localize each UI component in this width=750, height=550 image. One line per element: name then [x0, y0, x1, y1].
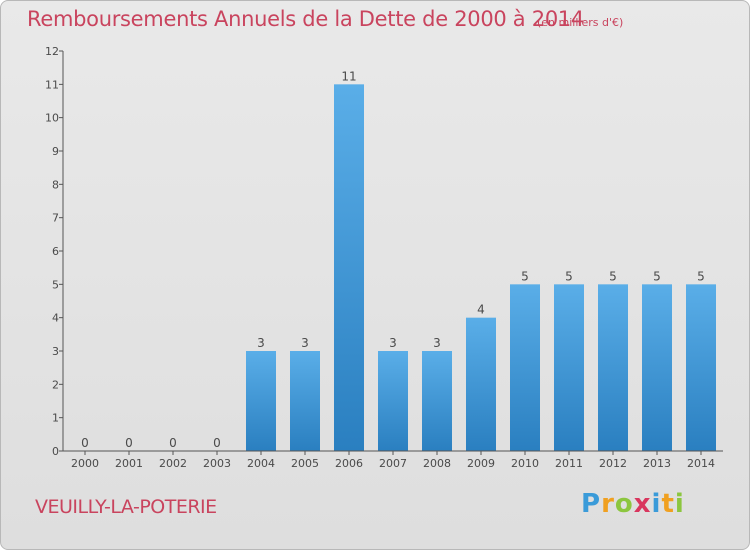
y-tick-label: 3 [52, 345, 59, 358]
y-tick-label: 1 [52, 412, 59, 425]
x-tick-label: 2010 [511, 457, 539, 470]
logo-letter: r [601, 489, 615, 519]
logo-letter: i [674, 489, 685, 519]
bar [686, 284, 716, 451]
bar [246, 351, 276, 451]
logo-letter: t [661, 489, 675, 519]
chart-title: Remboursements Annuels de la Dette de 20… [27, 7, 584, 31]
x-tick-label: 2003 [203, 457, 231, 470]
commune-name: VEUILLY-LA-POTERIE [35, 496, 217, 518]
chart-subtitle: (en milliers d'€) [537, 16, 624, 29]
bars-layer: 0 0 0 0 3 3 11 3 3 4 5 5 5 5 5 [81, 69, 716, 451]
y-tick-label: 5 [52, 278, 59, 291]
bar-value-label: 0 [125, 436, 133, 450]
y-tick-label: 12 [45, 45, 59, 58]
bar [290, 351, 320, 451]
y-tick-label: 4 [52, 312, 59, 325]
x-tick-label: 2004 [247, 457, 275, 470]
axes-layer: 2000 2001 2002 2003 2004 2005 2006 2007 2008 2009… [45, 45, 723, 470]
bar [334, 84, 364, 451]
x-tick-label: 2002 [159, 457, 187, 470]
bar-value-label: 11 [341, 69, 356, 83]
bar-value-label: 3 [257, 336, 265, 350]
bar [510, 284, 540, 451]
bar-value-label: 0 [169, 436, 177, 450]
bar [466, 317, 496, 451]
bar [378, 351, 408, 451]
x-tick-label: 2001 [115, 457, 143, 470]
bar-value-label: 0 [81, 436, 89, 450]
logo-letter: x [633, 489, 652, 519]
y-tick-label: 2 [52, 378, 59, 391]
x-tick-label: 2005 [291, 457, 319, 470]
x-tick-label: 2014 [687, 457, 715, 470]
bar [598, 284, 628, 451]
bar-value-label: 5 [697, 269, 705, 283]
bar-value-label: 5 [653, 269, 661, 283]
logo-letter: P [581, 489, 602, 519]
bar-value-label: 5 [609, 269, 617, 283]
y-tick-label: 10 [45, 112, 59, 125]
x-tick-label: 2007 [379, 457, 407, 470]
y-tick-label: 9 [52, 145, 59, 158]
bar-value-label: 4 [477, 303, 485, 317]
x-tick-label: 2000 [71, 457, 99, 470]
bar [642, 284, 672, 451]
x-tick-label: 2013 [643, 457, 671, 470]
bar-value-label: 5 [521, 269, 529, 283]
bar-value-label: 3 [389, 336, 397, 350]
proxiti-logo[interactable]: Proxiti [581, 489, 685, 519]
y-tick-label: 8 [52, 178, 59, 191]
y-tick-label: 11 [45, 78, 59, 91]
bar-value-label: 0 [213, 436, 221, 450]
x-tick-label: 2006 [335, 457, 363, 470]
y-tick-label: 0 [52, 445, 59, 458]
bar-value-label: 3 [433, 336, 441, 350]
y-tick-label: 7 [52, 212, 59, 225]
x-tick-label: 2009 [467, 457, 495, 470]
x-tick-label: 2008 [423, 457, 451, 470]
bar-value-label: 3 [301, 336, 309, 350]
bar-value-label: 5 [565, 269, 573, 283]
bar [554, 284, 584, 451]
logo-letter: i [651, 489, 662, 519]
y-tick-label: 6 [52, 245, 59, 258]
bar [422, 351, 452, 451]
logo-letter: o [614, 489, 634, 519]
x-tick-label: 2011 [555, 457, 583, 470]
x-tick-label: 2012 [599, 457, 627, 470]
